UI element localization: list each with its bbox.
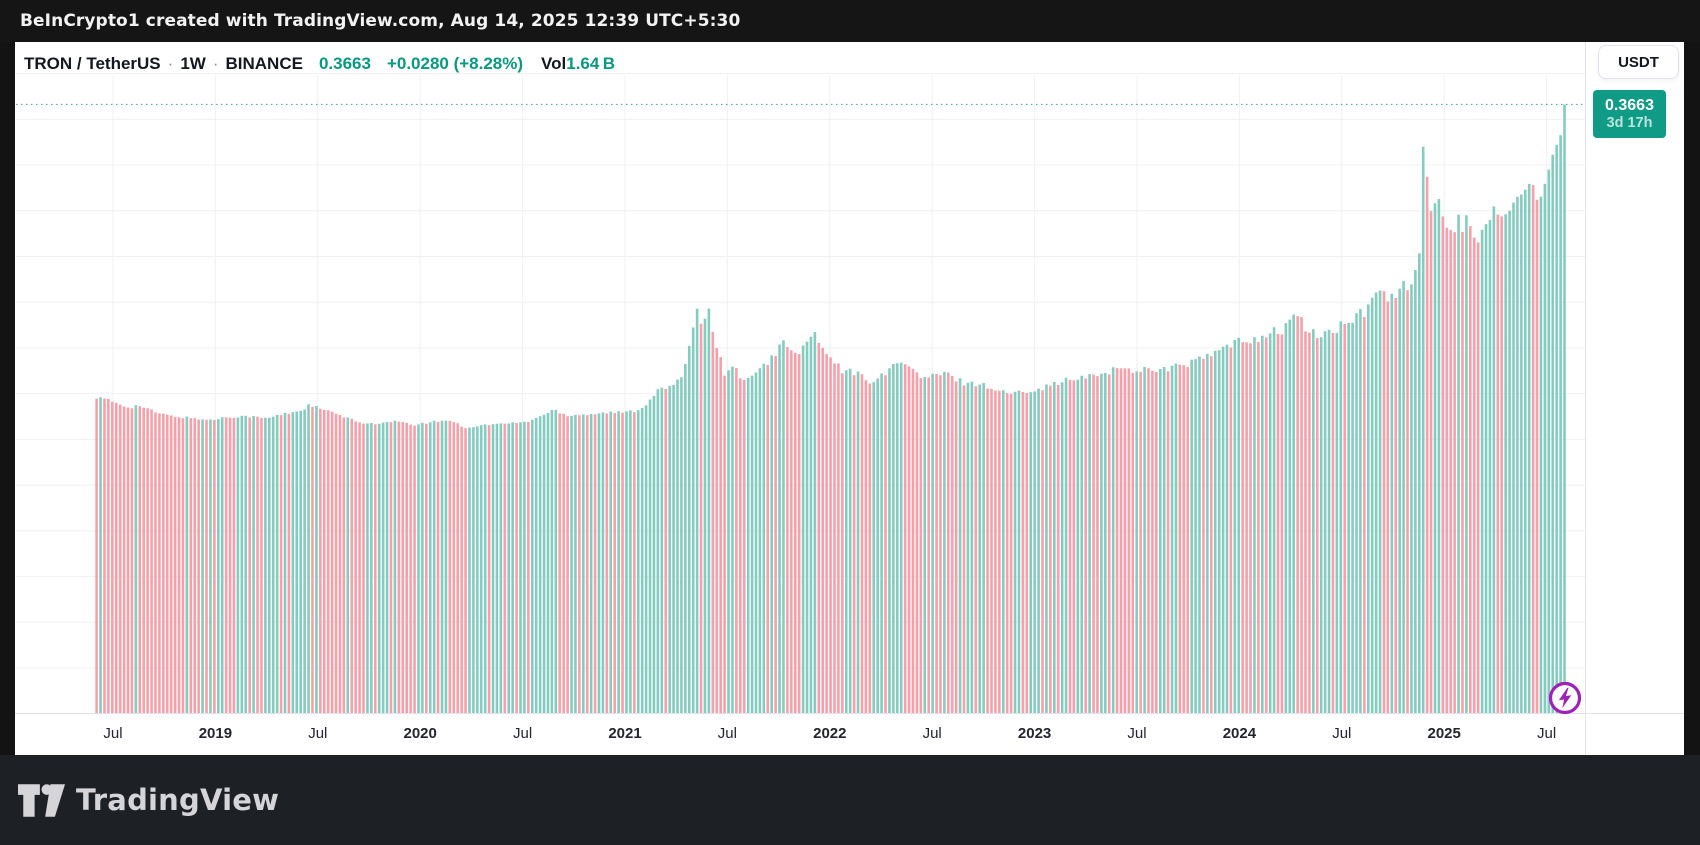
currency-toggle-button[interactable]: USDT <box>1598 45 1679 79</box>
time-axis-label: 2021 <box>608 725 642 742</box>
time-axis-label: 2023 <box>1017 725 1052 742</box>
legend-separator: · <box>212 54 219 73</box>
weekly-bars <box>95 104 1566 714</box>
bar-countdown: 3d 17h <box>1606 115 1653 131</box>
volume-value: 1.64 B <box>566 54 616 73</box>
lightning-icon <box>1548 681 1582 715</box>
price-scale-divider <box>1585 42 1586 755</box>
chart-panel: TRON / TetherUS · 1W · BINANCE 0.3663 +0.028… <box>15 42 1684 755</box>
volume-label: Vol <box>541 54 567 73</box>
tradingview-mark-icon <box>18 783 65 817</box>
interval-label[interactable]: 1W <box>180 54 206 73</box>
time-axis-label: Jul <box>1537 725 1557 742</box>
time-axis-label: Jul <box>513 725 533 742</box>
footer-bar: TradingView <box>0 755 1700 845</box>
time-axis-label: 2024 <box>1222 725 1257 742</box>
symbol-legend: TRON / TetherUS · 1W · BINANCE 0.3663 +0.028… <box>24 52 615 76</box>
price-change-text: +0.0280 (+8.28%) <box>386 54 524 73</box>
exchange-label[interactable]: BINANCE <box>225 54 303 73</box>
time-axis-label: 2025 <box>1427 725 1461 742</box>
currency-toggle-label: USDT <box>1618 53 1659 71</box>
time-axis-label: Jul <box>308 725 328 742</box>
attribution-text: BeInCrypto1 created with TradingView.com… <box>20 11 741 31</box>
time-scale-divider <box>15 713 1684 714</box>
time-axis-label: 2019 <box>198 725 233 742</box>
price-chart-canvas[interactable] <box>15 42 1684 755</box>
time-axis-label: 2020 <box>403 725 437 742</box>
tradingview-brand-text: TradingView <box>76 783 280 817</box>
last-price-text: 0.3663 <box>318 54 371 73</box>
time-axis-label: Jul <box>922 725 942 742</box>
symbol-name[interactable]: TRON / TetherUS <box>24 54 161 73</box>
price-scale[interactable]: 0.30000.25000.20000.15000.10000.05000.00… <box>1585 42 1684 713</box>
flash-icon-button[interactable] <box>1546 679 1584 717</box>
tradingview-logo[interactable]: TradingView <box>18 783 279 817</box>
time-axis-label: 2022 <box>813 725 847 742</box>
last-price-badge: 0.3663 3d 17h <box>1593 90 1666 138</box>
attribution-bar: BeInCrypto1 created with TradingView.com… <box>0 0 1700 42</box>
last-price-value: 0.3663 <box>1605 97 1654 114</box>
time-axis-label: Jul <box>1332 725 1352 742</box>
time-axis-label: Jul <box>103 725 123 742</box>
time-scale[interactable]: Jul 2019 Jul 2020 Jul 2021 Jul 2022 Jul 2023 Jul 20… <box>15 713 1684 755</box>
time-axis-label: Jul <box>717 725 737 742</box>
legend-separator: · <box>167 54 174 73</box>
time-axis-label: Jul <box>1127 725 1147 742</box>
